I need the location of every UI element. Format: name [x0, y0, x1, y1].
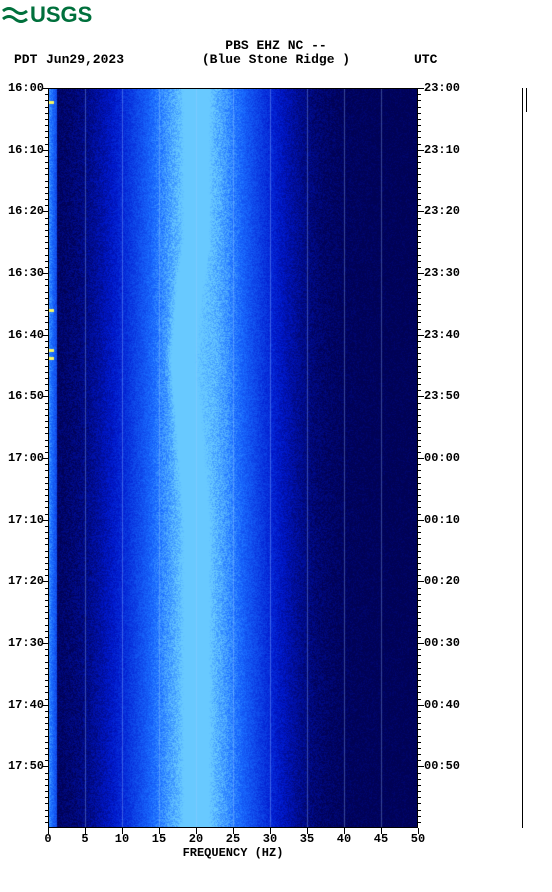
ytick-left: 17:30	[8, 636, 44, 650]
ytick-right: 23:40	[424, 328, 460, 342]
usgs-logo-text: USGS	[30, 2, 92, 28]
ytick-right: 00:10	[424, 513, 460, 527]
ytick-left: 16:40	[8, 328, 44, 342]
ytick-left: 16:50	[8, 389, 44, 403]
ytick-right: 00:50	[424, 759, 460, 773]
xtick: 40	[337, 832, 351, 846]
ytick-right: 23:30	[424, 266, 460, 280]
ytick-left: 17:20	[8, 574, 44, 588]
xtick: 25	[226, 832, 240, 846]
xtick: 15	[152, 832, 166, 846]
xtick: 50	[411, 832, 425, 846]
xtick: 35	[300, 832, 314, 846]
ytick-right: 23:00	[424, 81, 460, 95]
utc-label: UTC	[414, 52, 437, 67]
ytick-right: 23:50	[424, 389, 460, 403]
ytick-left: 17:40	[8, 698, 44, 712]
chart-title: PBS EHZ NC --	[0, 38, 552, 53]
ytick-left: 17:10	[8, 513, 44, 527]
xtick: 0	[44, 832, 51, 846]
title-line2: (Blue Stone Ridge )	[0, 52, 552, 67]
ytick-left: 16:10	[8, 143, 44, 157]
ytick-right: 23:10	[424, 143, 460, 157]
sidebar-line-stub	[526, 88, 527, 112]
xtick: 20	[189, 832, 203, 846]
usgs-logo: USGS	[2, 2, 92, 28]
ytick-right: 00:30	[424, 636, 460, 650]
ytick-right: 00:00	[424, 451, 460, 465]
spectrogram-chart: 16:0023:0016:1023:1016:2023:2016:3023:30…	[48, 88, 418, 828]
ytick-left: 16:30	[8, 266, 44, 280]
title-line1: PBS EHZ NC --	[0, 38, 552, 53]
sidebar-line	[522, 88, 523, 828]
x-axis-label: FREQUENCY (HZ)	[48, 846, 418, 860]
xtick: 10	[115, 832, 129, 846]
xtick: 30	[263, 832, 277, 846]
ytick-right: 00:20	[424, 574, 460, 588]
ytick-left: 16:00	[8, 81, 44, 95]
ytick-right: 00:40	[424, 698, 460, 712]
ytick-right: 23:20	[424, 204, 460, 218]
spectrogram-canvas	[48, 88, 418, 828]
ytick-left: 17:50	[8, 759, 44, 773]
ytick-left: 16:20	[8, 204, 44, 218]
xtick: 5	[81, 832, 88, 846]
usgs-wave-icon	[2, 5, 28, 25]
ytick-left: 17:00	[8, 451, 44, 465]
xtick: 45	[374, 832, 388, 846]
